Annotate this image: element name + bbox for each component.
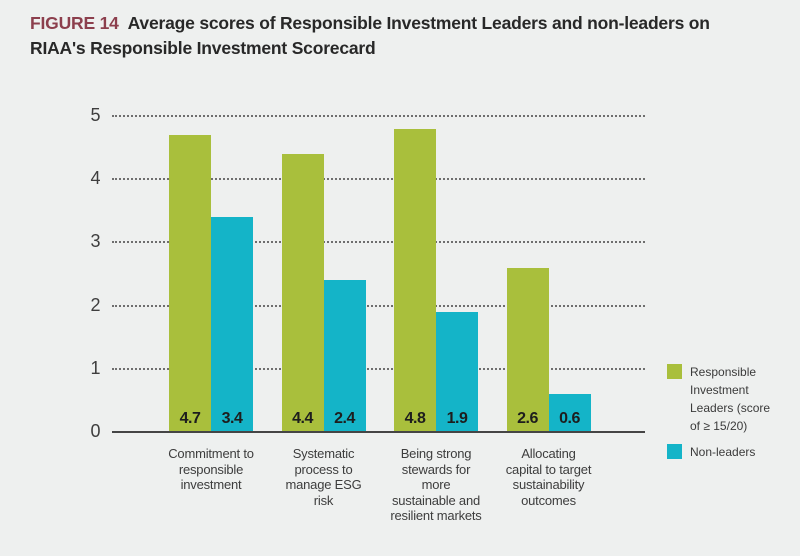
bar-value-label-nonleaders-1: 3.4 <box>221 410 243 427</box>
y-tick-label-5: 5 <box>90 105 100 125</box>
bar-value-label-leaders-3: 4.8 <box>404 410 426 427</box>
chart-legend: Responsible Investment Leaders (score of… <box>667 363 799 469</box>
x-category-label-2: Systematic process to manage ESG risk <box>285 446 362 508</box>
gridline-5 <box>112 115 645 117</box>
x-category-label-1: Commitment to responsible investment <box>168 446 254 492</box>
y-tick-label-3: 3 <box>90 231 100 252</box>
bar-nonleaders-4 <box>548 394 591 432</box>
gridline-4 <box>112 178 645 181</box>
legend-label-leaders: Responsible Investment Leaders (score of… <box>690 365 771 433</box>
legend-swatch-leaders <box>667 364 682 379</box>
bar-leaders-4 <box>506 267 549 432</box>
gridline-3 <box>112 241 645 244</box>
y-tick-label-4: 4 <box>90 168 100 189</box>
x-category-label-3: Being strong stewards for more sustainab… <box>390 446 482 523</box>
bar-value-label-leaders-2: 4.4 <box>292 410 313 427</box>
bar-value-label-nonleaders-2: 2.4 <box>334 410 355 427</box>
bar-leaders-2 <box>281 153 324 432</box>
x-axis-line <box>112 431 645 433</box>
legend-swatch-nonleaders <box>667 444 682 459</box>
x-category-label-4: Allocating capital to target sustainabil… <box>505 446 592 508</box>
bar-leaders-1 <box>169 134 211 432</box>
bar-value-label-leaders-4: 2.6 <box>517 410 538 427</box>
y-tick-label-0: 0 <box>90 421 100 441</box>
bar-value-label-leaders-1: 4.7 <box>179 410 201 427</box>
bar-nonleaders-1 <box>211 217 253 432</box>
figure-title: FIGURE 14 Average scores of Responsible I… <box>30 11 772 61</box>
legend-entry-leaders: Responsible Investment Leaders (score of… <box>667 363 799 435</box>
bar-value-label-nonleaders-3: 1.9 <box>446 410 468 427</box>
bar-leaders-3 <box>394 128 436 432</box>
legend-entry-nonleaders: Non-leaders <box>667 443 799 461</box>
figure-title-text: Average scores of Responsible Investment… <box>30 13 710 58</box>
y-tick-label-1: 1 <box>90 357 100 378</box>
figure-number-label: FIGURE 14 <box>30 13 119 33</box>
gridline-1 <box>112 367 645 370</box>
bar-nonleaders-3 <box>436 311 478 432</box>
gridline-2 <box>112 304 645 307</box>
bar-nonleaders-2 <box>323 280 366 432</box>
y-tick-label-2: 2 <box>90 294 100 315</box>
plot-area: 4.7 3.4 4.4 2.4 4.8 1.9 2.6 0.6 <box>112 115 645 433</box>
bar-value-label-nonleaders-4: 0.6 <box>559 410 580 427</box>
legend-label-nonleaders: Non-leaders <box>690 445 756 459</box>
